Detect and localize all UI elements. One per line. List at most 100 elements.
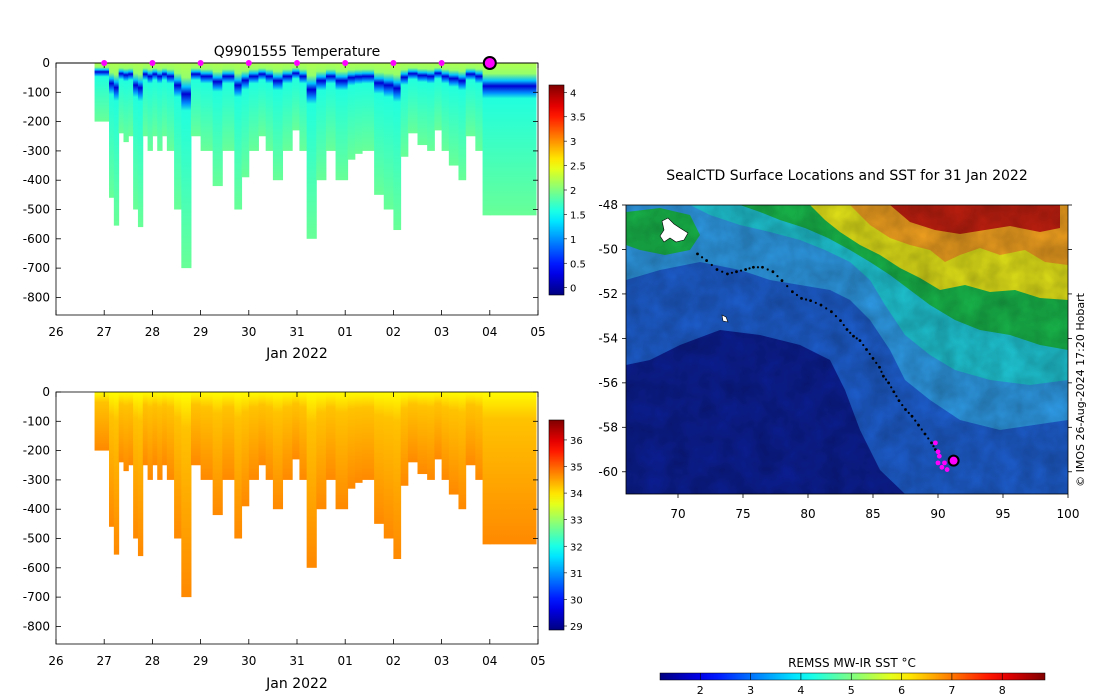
map-y-tick-label: -60: [598, 465, 618, 479]
track-point: [849, 331, 852, 334]
profile-column: [441, 392, 450, 480]
track-point: [871, 356, 875, 360]
map-x-tick-label: 80: [800, 507, 815, 521]
y-tick-label: -200: [23, 115, 50, 129]
profile-column: [241, 392, 250, 507]
colorbar-tick-label: 4: [570, 88, 576, 99]
profile-column: [393, 63, 402, 231]
track-point: [786, 285, 789, 288]
sst-colorbar-bar: [659, 672, 1046, 681]
profile-column: [133, 63, 139, 210]
track-point: [825, 307, 828, 310]
profile-column: [200, 392, 214, 480]
profile-column: [325, 392, 337, 480]
profile-column: [434, 392, 443, 460]
profile-column: [258, 392, 267, 466]
profile-column: [166, 392, 175, 480]
track-point: [882, 374, 885, 378]
salinity-y-axis: 0 -100 -200 -300 -400 -500 -600 -700 -800: [23, 385, 538, 633]
profile-column: [489, 392, 537, 545]
profile-column: [113, 392, 120, 555]
x-tick-label: 29: [193, 654, 208, 668]
track-point: [934, 448, 937, 451]
temperature-chart-title: Q9901555 Temperature: [214, 44, 381, 60]
temperature-colorbar: 0 0.5 1 1.5 2 2.5 3 3.5 4: [548, 84, 586, 296]
sst-colorbar-tick-label: 6: [898, 684, 905, 697]
profile-column: [190, 63, 202, 137]
track-point: [887, 381, 890, 385]
track-point: [932, 445, 935, 448]
profile-column: [299, 392, 308, 480]
track-point: [839, 319, 842, 322]
sst-colorbar-label: REMSS MW-IR SST °C: [788, 656, 916, 670]
track-point: [897, 399, 901, 403]
track-point: [744, 268, 747, 271]
profile-column: [234, 63, 243, 210]
profile-column: [162, 63, 168, 137]
x-tick-label: 27: [97, 325, 112, 339]
profile-column: [118, 63, 124, 134]
recent-location-point: [944, 467, 950, 472]
profile-column: [482, 392, 491, 545]
map-y-tick-label: -54: [598, 331, 618, 345]
profile-column: [181, 392, 192, 598]
x-tick-label: 28: [145, 325, 160, 339]
track-point: [890, 386, 893, 389]
x-tick-label: 01: [338, 325, 353, 339]
map-title: SealCTD Surface Locations and SST for 31…: [666, 168, 1027, 184]
profile-column: [157, 63, 163, 151]
track-point: [726, 272, 729, 276]
colorbar-tick-label: 30: [570, 595, 583, 606]
profile-column: [137, 392, 144, 557]
track-point: [880, 370, 883, 373]
track-point: [830, 310, 833, 314]
y-tick-label: -100: [23, 414, 50, 428]
x-tick-label: 03: [434, 654, 449, 668]
sst-colorbar-tick-label: 8: [999, 684, 1006, 697]
salinity-colorbar-bar: [548, 419, 565, 631]
sst-colorbar-tick-label: 4: [797, 684, 804, 697]
surfacing-marker: [245, 60, 252, 66]
x-tick-label: 03: [434, 325, 449, 339]
track-point: [862, 343, 865, 347]
surfacing-marker: [294, 60, 300, 66]
y-tick-label: -700: [23, 261, 50, 275]
profile-column: [272, 63, 284, 181]
profile-column: [133, 392, 139, 539]
surfacing-marker: [390, 60, 397, 66]
profile-column: [417, 63, 428, 146]
x-tick-label: 28: [145, 654, 160, 668]
colorbar-tick-label: 1: [570, 235, 576, 246]
profile-column: [434, 63, 443, 131]
salinity-profiles: [94, 392, 537, 598]
map-axes-frame: [625, 204, 1069, 495]
profile-column: [142, 392, 149, 466]
profile-column: [128, 392, 134, 466]
colorbar-tick-label: 2: [570, 186, 576, 197]
profile-column: [299, 63, 308, 151]
colorbar-tick-label: 34: [570, 489, 583, 500]
recent-location-point: [939, 464, 945, 470]
surfacing-marker: [438, 60, 445, 66]
track-point: [739, 269, 743, 272]
profile-column: [123, 63, 129, 143]
profile-column: [118, 392, 124, 463]
salinity-colorbar-ticks: 29 30 31 32 33 34 35 36: [564, 436, 583, 633]
profile-column: [109, 392, 115, 527]
track-point: [748, 267, 751, 270]
profile-column: [362, 392, 375, 480]
sst-texture: [626, 205, 1068, 494]
profile-column: [200, 63, 214, 151]
sst-colorbar-tick-label: 7: [948, 684, 955, 697]
track-point: [721, 270, 724, 273]
profile-column: [400, 63, 409, 157]
track-point: [930, 441, 933, 445]
track-point: [710, 263, 713, 267]
y-tick-label: -700: [23, 590, 50, 604]
profile-column: [374, 392, 385, 524]
profile-column: [123, 392, 129, 472]
profile-column: [475, 392, 484, 480]
sst-colorbar-tick-label: 5: [848, 684, 855, 697]
latest-surfacing-marker: [482, 56, 497, 70]
profile-column: [292, 392, 300, 460]
